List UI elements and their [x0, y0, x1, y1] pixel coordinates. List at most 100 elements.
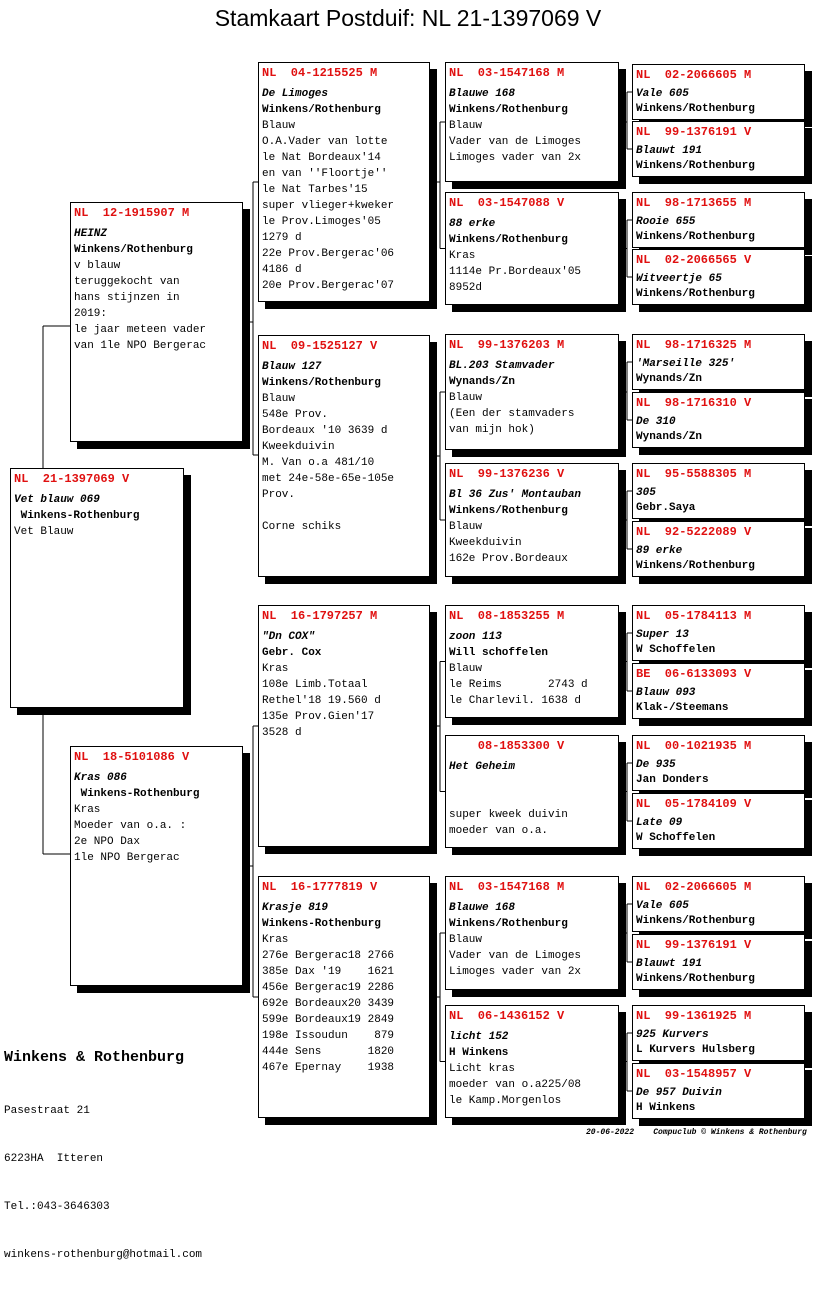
- breeder-city: 6223HA Itteren: [4, 1153, 104, 1165]
- pedigree-page: Stamkaart Postduif: NL 21-1397069 V NL 2…: [4, 5, 807, 1261]
- pigeon-note: Blauw: [449, 934, 483, 946]
- pigeon-note: Vader van de Limoges: [449, 950, 582, 962]
- pigeon-note: 385e Dax '19 1621: [262, 966, 395, 978]
- pigeon-owner: Winkens/Rothenburg: [262, 104, 381, 116]
- pigeon-owner: Winkens/Rothenburg: [636, 915, 755, 927]
- pigeon-note: ​: [262, 503, 426, 519]
- pigeon-name: 305: [636, 487, 656, 499]
- pigeon-note: 1114e Pr.Bordeaux'05: [449, 266, 582, 278]
- pigeon-name: Het Geheim: [449, 761, 516, 773]
- ring-number: NL 08-1853255 M: [449, 609, 565, 623]
- pigeon-owner: W Schoffelen: [636, 832, 716, 844]
- ring-number: NL 98-1716325 M: [636, 338, 752, 352]
- breeder-name: Winkens & Rothenburg: [4, 1049, 185, 1066]
- pigeon-note: 3528 d: [262, 727, 302, 739]
- pigeon-owner: Winkens/Rothenburg: [262, 377, 381, 389]
- pigeon-name: De 957 Duivin: [636, 1087, 722, 1099]
- pigeon-card-mf: NL 16-1797257 M "Dn COX" Gebr. Cox Kras 108e…: [258, 605, 430, 847]
- pigeon-owner: Winkens/Rothenburg: [449, 234, 568, 246]
- pigeon-card-mother: NL 18-5101086 V Kras 086 Winkens-Rothenbu…: [70, 746, 243, 986]
- pigeon-note: Blauw: [449, 663, 483, 675]
- pigeon-card-fmm: NL 99-1376236 V Bl 36 Zus' Montauban Winke…: [445, 463, 619, 577]
- pigeon-owner: Wynands/Zn: [636, 373, 703, 385]
- ring-number: NL 03-1548957 V: [636, 1067, 752, 1081]
- pigeon-note: van mijn hok): [449, 424, 535, 436]
- ring-number: NL 99-1361925 M: [636, 1009, 752, 1023]
- pigeon-name: Krasje 819: [262, 902, 329, 914]
- pigeon-name: HEINZ: [74, 228, 108, 240]
- pigeon-note: Vader van de Limoges: [449, 136, 582, 148]
- pigeon-card-g5-4: NL 02-2066565 V Witveertje 65 Winkens/Roth…: [632, 249, 805, 305]
- pigeon-note: Prov.: [262, 489, 296, 501]
- pigeon-name: Blauwe 168: [449, 902, 516, 914]
- pigeon-note: le Kamp.Morgenlos: [449, 1095, 562, 1107]
- ring-number: NL 05-1784109 V: [636, 797, 752, 811]
- pigeon-name: Blauwe 168: [449, 88, 516, 100]
- pigeon-note: M. Van o.a 481/10: [262, 457, 375, 469]
- pigeon-note: ​: [449, 791, 615, 807]
- ring-number: NL 02-2066565 V: [636, 253, 752, 267]
- pigeon-note: super vlieger+kweker: [262, 200, 395, 212]
- pigeon-note: 2019:: [74, 308, 108, 320]
- pigeon-card-mfm: 08-1853300 V Het Geheim ​​ super kweek duiv…: [445, 735, 619, 848]
- pigeon-card-g5-1: NL 02-2066605 M Vale 605 Winkens/Rothenbur…: [632, 64, 805, 120]
- pigeon-note: Vet Blauw: [14, 526, 74, 538]
- ring-number: NL 06-1436152 V: [449, 1009, 565, 1023]
- ring-number: NL 04-1215525 M: [262, 66, 378, 80]
- pigeon-note: 467e Epernay 1938: [262, 1062, 395, 1074]
- pigeon-name: Blauwt 191: [636, 145, 703, 157]
- pigeon-note: moeder van o.a.: [449, 825, 549, 837]
- ring-number: NL 95-5588305 M: [636, 467, 752, 481]
- pigeon-card-g5-9: NL 05-1784113 M Super 13 W Schoffelen: [632, 605, 805, 661]
- ring-number: NL 21-1397069 V: [14, 472, 130, 486]
- pigeon-note: Blauw: [262, 120, 296, 132]
- pigeon-owner: Jan Donders: [636, 774, 709, 786]
- pigeon-owner: Winkens/Rothenburg: [636, 560, 755, 572]
- pigeon-card-mmm: NL 06-1436152 V licht 152 H Winkens Licht k…: [445, 1005, 619, 1118]
- pigeon-card-ff: NL 04-1215525 M De Limoges Winkens/Rothenb…: [258, 62, 430, 302]
- pigeon-owner: Winkens-Rothenburg: [262, 918, 381, 930]
- pigeon-note: 548e Prov.: [262, 409, 329, 421]
- ring-number: NL 99-1376203 M: [449, 338, 565, 352]
- pigeon-note: le Reims 2743 d: [449, 679, 588, 691]
- pigeon-card-ffm: NL 03-1547088 V 88 erke Winkens/Rothenburg…: [445, 192, 619, 305]
- pigeon-note: 276e Bergerac18 2766: [262, 950, 395, 962]
- pigeon-note: Corne schiks: [262, 521, 342, 533]
- pigeon-note: 162e Prov.Bordeaux: [449, 553, 568, 565]
- pigeon-name: Vale 605: [636, 88, 689, 100]
- ring-number: NL 99-1376191 V: [636, 125, 752, 139]
- breeder-info: Winkens & Rothenburg Pasestraat 21 6223H…: [4, 1016, 244, 1295]
- pigeon-note: le Charlevil. 1638 d: [449, 695, 582, 707]
- pigeon-owner: Winkens/Rothenburg: [74, 244, 193, 256]
- pigeon-note: (Een der stamvaders: [449, 408, 575, 420]
- ring-number: NL 03-1547088 V: [449, 196, 565, 210]
- pigeon-owner: Wynands/Zn: [449, 376, 516, 388]
- pigeon-note: Kweekduivin: [262, 441, 335, 453]
- pigeon-name: De Limoges: [262, 88, 329, 100]
- ring-number: NL 98-1713655 M: [636, 196, 752, 210]
- pigeon-note: Moeder van o.a. :: [74, 820, 187, 832]
- pigeon-note: v blauw: [74, 260, 121, 272]
- pigeon-note: Licht kras: [449, 1063, 516, 1075]
- pigeon-note: Kras: [262, 663, 289, 675]
- pigeon-owner: Gebr.Saya: [636, 502, 696, 514]
- pigeon-owner: Winkens/Rothenburg: [636, 288, 755, 300]
- ring-number: NL 99-1376191 V: [636, 938, 752, 952]
- ring-number: NL 99-1376236 V: [449, 467, 565, 481]
- pigeon-note: en van ''Floortje'': [262, 168, 388, 180]
- ring-number: NL 09-1525127 V: [262, 339, 378, 353]
- pigeon-owner: Winkens-Rothenburg: [74, 788, 200, 800]
- pigeon-note: Blauw: [449, 120, 483, 132]
- pigeon-note: Bordeaux '10 3639 d: [262, 425, 388, 437]
- pigeon-name: "Dn COX": [262, 631, 315, 643]
- pigeon-note: Limoges vader van 2x: [449, 966, 582, 978]
- pigeon-note: Blauw: [262, 393, 296, 405]
- pigeon-owner: Will schoffelen: [449, 647, 549, 659]
- ring-number: NL 16-1797257 M: [262, 609, 378, 623]
- ring-number: BE 06-6133093 V: [636, 667, 752, 681]
- pigeon-name: De 935: [636, 759, 676, 771]
- pigeon-card-mm: NL 16-1777819 V Krasje 819 Winkens-Rothenb…: [258, 876, 430, 1118]
- pigeon-name: Bl 36 Zus' Montauban: [449, 489, 582, 501]
- pigeon-owner: H Winkens: [636, 1102, 696, 1114]
- pigeon-card-mmf: NL 03-1547168 M Blauwe 168 Winkens/Rothenb…: [445, 876, 619, 990]
